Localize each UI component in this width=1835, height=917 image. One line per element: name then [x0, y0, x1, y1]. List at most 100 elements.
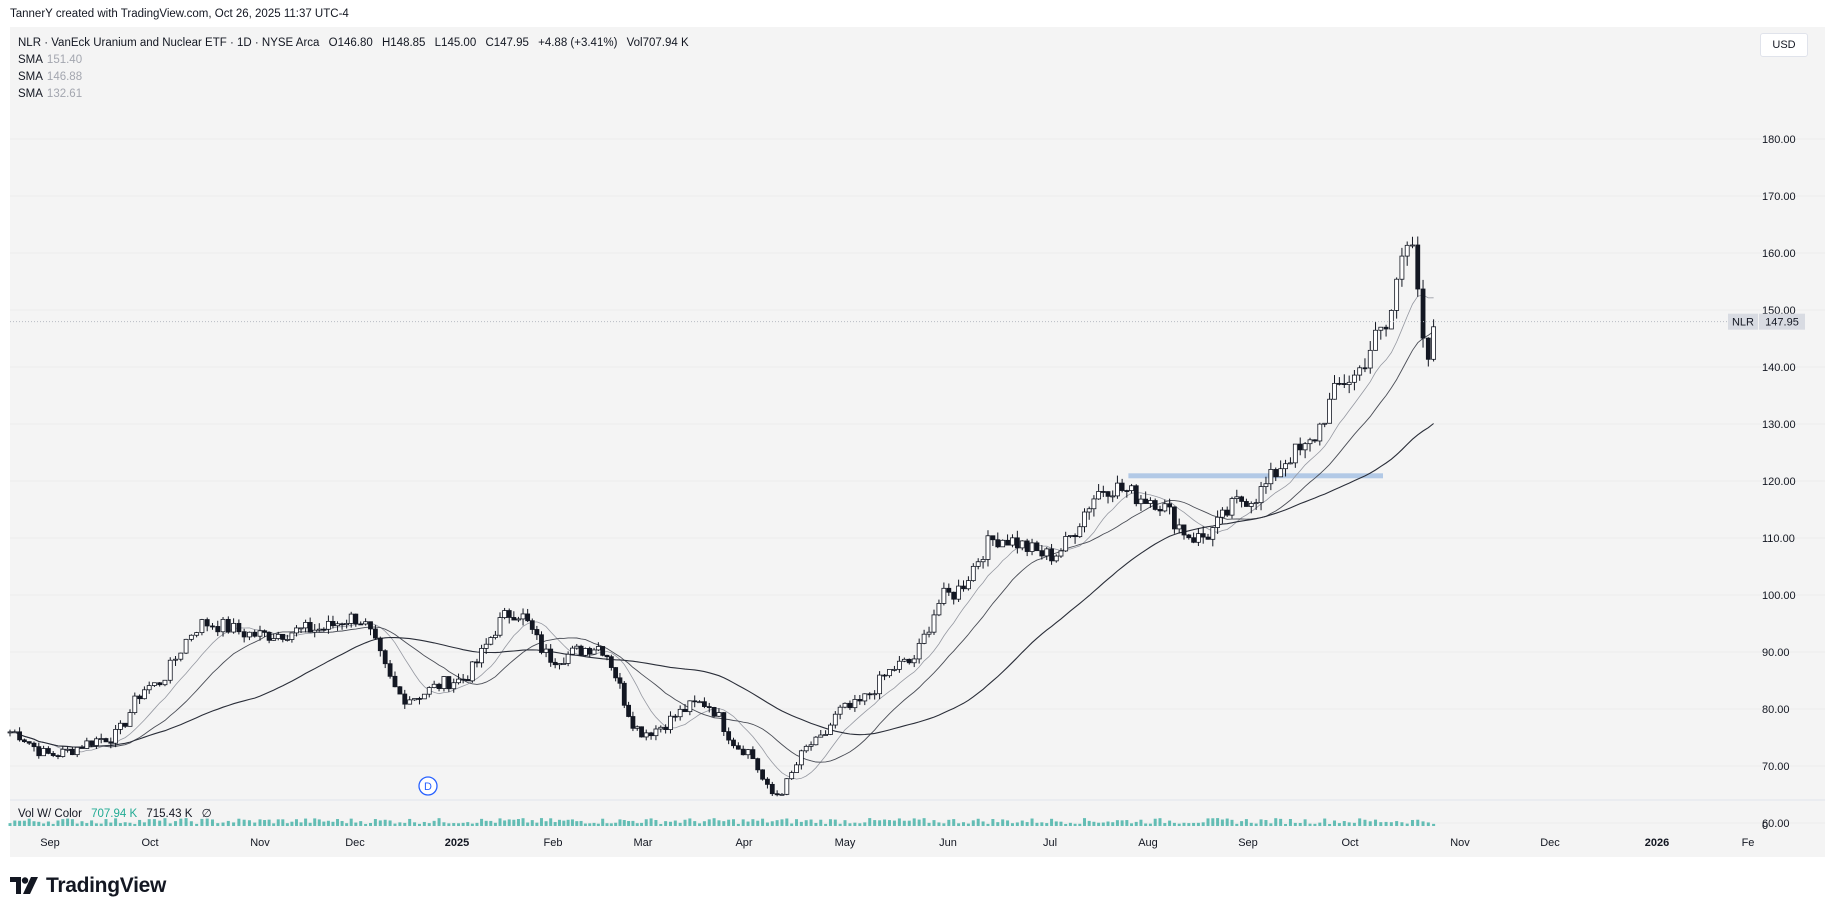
volume-bar	[819, 819, 823, 826]
volume-bar	[179, 818, 183, 826]
volume-bar	[1389, 822, 1393, 826]
volume-bar	[408, 818, 412, 826]
volume-bar	[981, 821, 985, 826]
candle-body	[89, 740, 94, 746]
volume-bar	[1342, 821, 1346, 826]
volume-bar	[937, 822, 941, 826]
price-tick-label: 140.00	[1762, 362, 1796, 374]
sma-row-1[interactable]: SMA 151.40	[18, 52, 689, 69]
volume-bar	[340, 820, 344, 826]
candle-body	[1234, 496, 1240, 499]
candle-body	[1336, 382, 1342, 385]
chart-panel[interactable]	[10, 27, 1825, 857]
sma-row-2[interactable]: SMA 146.88	[18, 69, 689, 86]
symbol-title[interactable]: NLR · VanEck Uranium and Nuclear ETF · 1…	[18, 37, 320, 49]
volume-bar	[1068, 822, 1072, 826]
time-tick-label: Apr	[735, 837, 752, 849]
candle-body	[79, 746, 85, 749]
candle-body	[639, 726, 644, 738]
volume-bar	[927, 822, 931, 826]
candle-body	[1244, 501, 1249, 507]
candle-body	[921, 633, 927, 644]
candle-body	[539, 634, 544, 653]
candle-body	[769, 783, 775, 795]
candle-body	[626, 704, 631, 717]
candle-body	[474, 661, 480, 664]
volume-bar	[809, 819, 813, 826]
candle-body	[348, 613, 354, 624]
candle-body	[1239, 496, 1244, 502]
price-tag-value-bg	[1759, 313, 1805, 330]
candle-body	[1357, 367, 1363, 376]
volume-bar	[605, 823, 609, 826]
volume-bar	[200, 818, 204, 826]
candle-body	[84, 740, 90, 749]
candle-body	[745, 749, 751, 756]
volume-bar	[66, 818, 70, 826]
candle-body	[837, 706, 843, 715]
candle-body	[857, 699, 863, 702]
volume-bar	[507, 819, 511, 826]
volume-bar	[1368, 821, 1372, 826]
volume-bar	[437, 818, 441, 826]
volume-bar	[1101, 822, 1105, 826]
candle-body	[21, 739, 27, 743]
candle-body	[17, 731, 23, 741]
volume-bar	[843, 820, 847, 826]
candle-body	[1034, 542, 1040, 552]
candle-body	[789, 772, 795, 780]
candle-body	[108, 741, 114, 744]
volume-bar	[322, 821, 326, 826]
volume-bar	[18, 820, 22, 826]
candle-body	[312, 629, 318, 633]
volume-bar	[1001, 819, 1005, 826]
price-tick-label: 180.00	[1762, 134, 1796, 146]
candle-body	[543, 648, 549, 653]
candle-body	[818, 734, 824, 738]
candle-body	[451, 682, 457, 690]
volume-bar	[369, 822, 373, 826]
candle-body	[271, 638, 277, 641]
candle-body	[931, 614, 937, 633]
candle-body	[1253, 502, 1259, 505]
volume-bar	[618, 819, 622, 826]
resistance-zone	[1128, 473, 1383, 479]
candle-body	[990, 535, 996, 541]
volume-bar	[13, 820, 17, 826]
candle-body	[565, 653, 571, 664]
candle-body	[892, 668, 897, 671]
volume-bar	[828, 819, 832, 826]
tradingview-logo[interactable]: TradingView	[10, 874, 166, 898]
sma-value: 132.61	[46, 88, 83, 100]
volume-bar	[61, 819, 65, 826]
price-tick-label: 170.00	[1762, 191, 1796, 203]
candle-body	[441, 676, 447, 689]
volume-bar	[1187, 823, 1191, 826]
candle-body	[339, 623, 345, 626]
candle-body	[663, 726, 669, 730]
volume-bar	[27, 818, 31, 826]
candle-body	[289, 632, 295, 640]
candle-body	[750, 749, 756, 760]
candle-body	[46, 748, 51, 754]
candle-body	[241, 631, 247, 638]
sma-row-3[interactable]: SMA 132.61	[18, 86, 689, 103]
candle-body	[1215, 516, 1220, 528]
volume-bar	[174, 821, 178, 826]
candle-body	[557, 663, 562, 666]
candle-body	[621, 682, 627, 706]
volume-bar	[957, 823, 961, 826]
volume-bar	[359, 821, 363, 826]
candle-body	[1278, 468, 1284, 478]
volume-bar	[1045, 823, 1049, 826]
volume-legend[interactable]: Vol W/ Color 707.94 K 715.43 K ∅	[18, 806, 212, 820]
volume-bar	[364, 823, 368, 826]
candle-body	[492, 634, 498, 638]
candle-body	[1288, 462, 1293, 465]
candle-body	[926, 631, 932, 635]
currency-button[interactable]: USD	[1760, 33, 1808, 57]
time-tick-label: Fe	[1742, 837, 1755, 849]
candle-body	[1019, 540, 1025, 549]
candle-body	[132, 695, 138, 714]
